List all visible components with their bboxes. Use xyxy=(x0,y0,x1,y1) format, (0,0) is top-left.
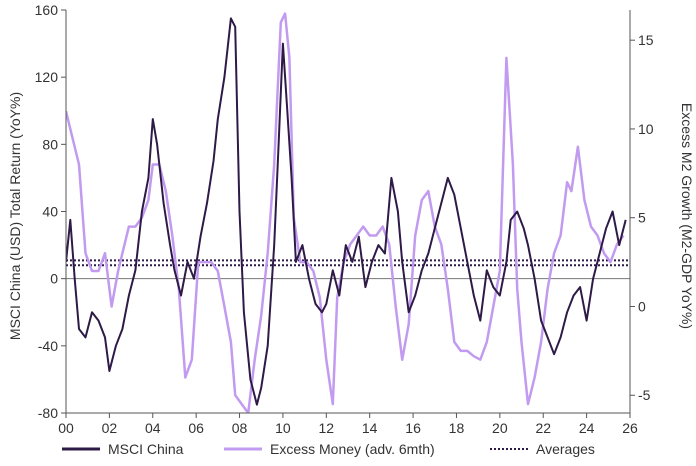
x-tick-label: 00 xyxy=(58,420,74,436)
legend-label-averages: Averages xyxy=(536,441,595,457)
y-tick-left-label: 160 xyxy=(35,2,59,18)
x-tick-label: 02 xyxy=(102,420,118,436)
y-tick-right-label: 0 xyxy=(638,298,646,314)
y-tick-left-label: 120 xyxy=(35,69,59,85)
y-tick-right-label: -5 xyxy=(638,387,651,403)
legend: MSCI China Excess Money (adv. 6mth) Aver… xyxy=(62,441,595,457)
y-axis-title-right: Excess M2 Growth (M2-GDP YoY%) xyxy=(679,103,695,329)
legend-label-excess: Excess Money (adv. 6mth) xyxy=(270,441,435,457)
x-tick-label: 16 xyxy=(405,420,421,436)
y-tick-left-label: 40 xyxy=(42,204,58,220)
y-axis-title-left: MSCI China (USD) Total Return (YoY%) xyxy=(7,92,23,340)
y-tick-right-label: 15 xyxy=(638,32,654,48)
series-line-excess-money xyxy=(66,12,625,413)
x-tick-label: 24 xyxy=(579,420,595,436)
x-tick-label: 20 xyxy=(492,420,508,436)
series-line-msci-china xyxy=(66,17,627,406)
x-tick-label: 08 xyxy=(232,420,248,436)
y-tick-right-label: 5 xyxy=(638,210,646,226)
axis-layer: -80 -40 0 40 80 120 160 -5 0 5 10 15 00 02 04 06 08 10 12 1… xyxy=(35,2,654,436)
x-tick-label: 22 xyxy=(535,420,551,436)
y-tick-left-label: 0 xyxy=(50,271,58,287)
y-tick-right-label: 10 xyxy=(638,121,654,137)
x-tick-label: 18 xyxy=(449,420,465,436)
x-tick-label: 12 xyxy=(319,420,335,436)
x-tick-label: 04 xyxy=(145,420,161,436)
legend-label-msci: MSCI China xyxy=(108,441,184,457)
x-tick-label: 10 xyxy=(275,420,291,436)
x-tick-label: 06 xyxy=(188,420,204,436)
y-tick-left-label: -40 xyxy=(38,338,58,354)
y-tick-left-label: 80 xyxy=(42,136,58,152)
y-tick-left-label: -80 xyxy=(38,405,58,421)
x-tick-label: 14 xyxy=(362,420,378,436)
x-tick-label: 26 xyxy=(622,420,638,436)
plot-layer xyxy=(66,12,630,413)
